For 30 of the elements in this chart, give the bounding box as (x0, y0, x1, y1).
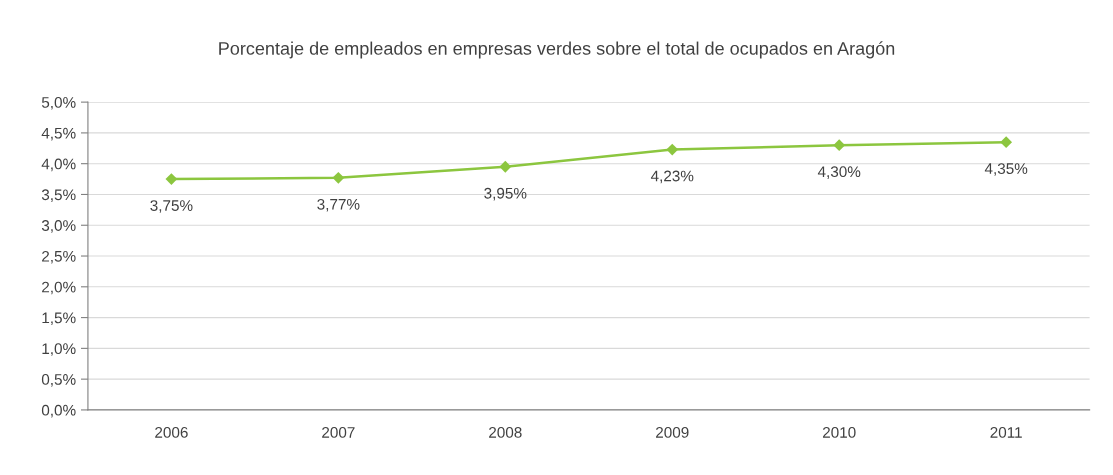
data-label: 3,75% (150, 200, 193, 213)
y-tick-label: 3,5% (41, 189, 76, 202)
point (165, 173, 178, 185)
y-tick-label: 5,0% (41, 96, 76, 110)
y-tick-label: 2,5% (42, 250, 76, 264)
y-tick-label: 2,0% (42, 281, 76, 295)
chart-title: Porcentaje de empleados en empresas verdes sobre el total de ocupados en Aragón (219, 41, 895, 59)
y-tick-label: 1,5% (42, 312, 76, 326)
x-tick-label: 2011 (990, 427, 1022, 438)
x-tick-label: 2007 (322, 427, 355, 438)
point (666, 143, 679, 156)
y-tick-label: 0,5% (41, 374, 76, 387)
x-tick-label: 2010 (822, 427, 856, 438)
y-tick-label: 4,5% (41, 127, 76, 141)
y-tick-label: 3,0% (41, 220, 76, 233)
data-label: 3,77% (317, 198, 360, 212)
point (1000, 136, 1013, 149)
point (332, 171, 345, 184)
y-tick-label: 4,0% (41, 158, 76, 172)
x-tick-label: 2008 (489, 427, 522, 438)
data-label: 3,95% (484, 187, 527, 201)
data-label: 4,23% (650, 170, 694, 184)
x-tick-label: 2009 (656, 427, 689, 438)
point (499, 160, 512, 173)
data-label: 4,30% (817, 166, 861, 179)
y-tick-label: 1,0% (42, 343, 76, 356)
y-tick-label: 0,0% (41, 404, 76, 418)
x-tick-label: 2006 (155, 427, 188, 438)
point (833, 139, 846, 152)
data-label: 4,35% (984, 163, 1028, 176)
